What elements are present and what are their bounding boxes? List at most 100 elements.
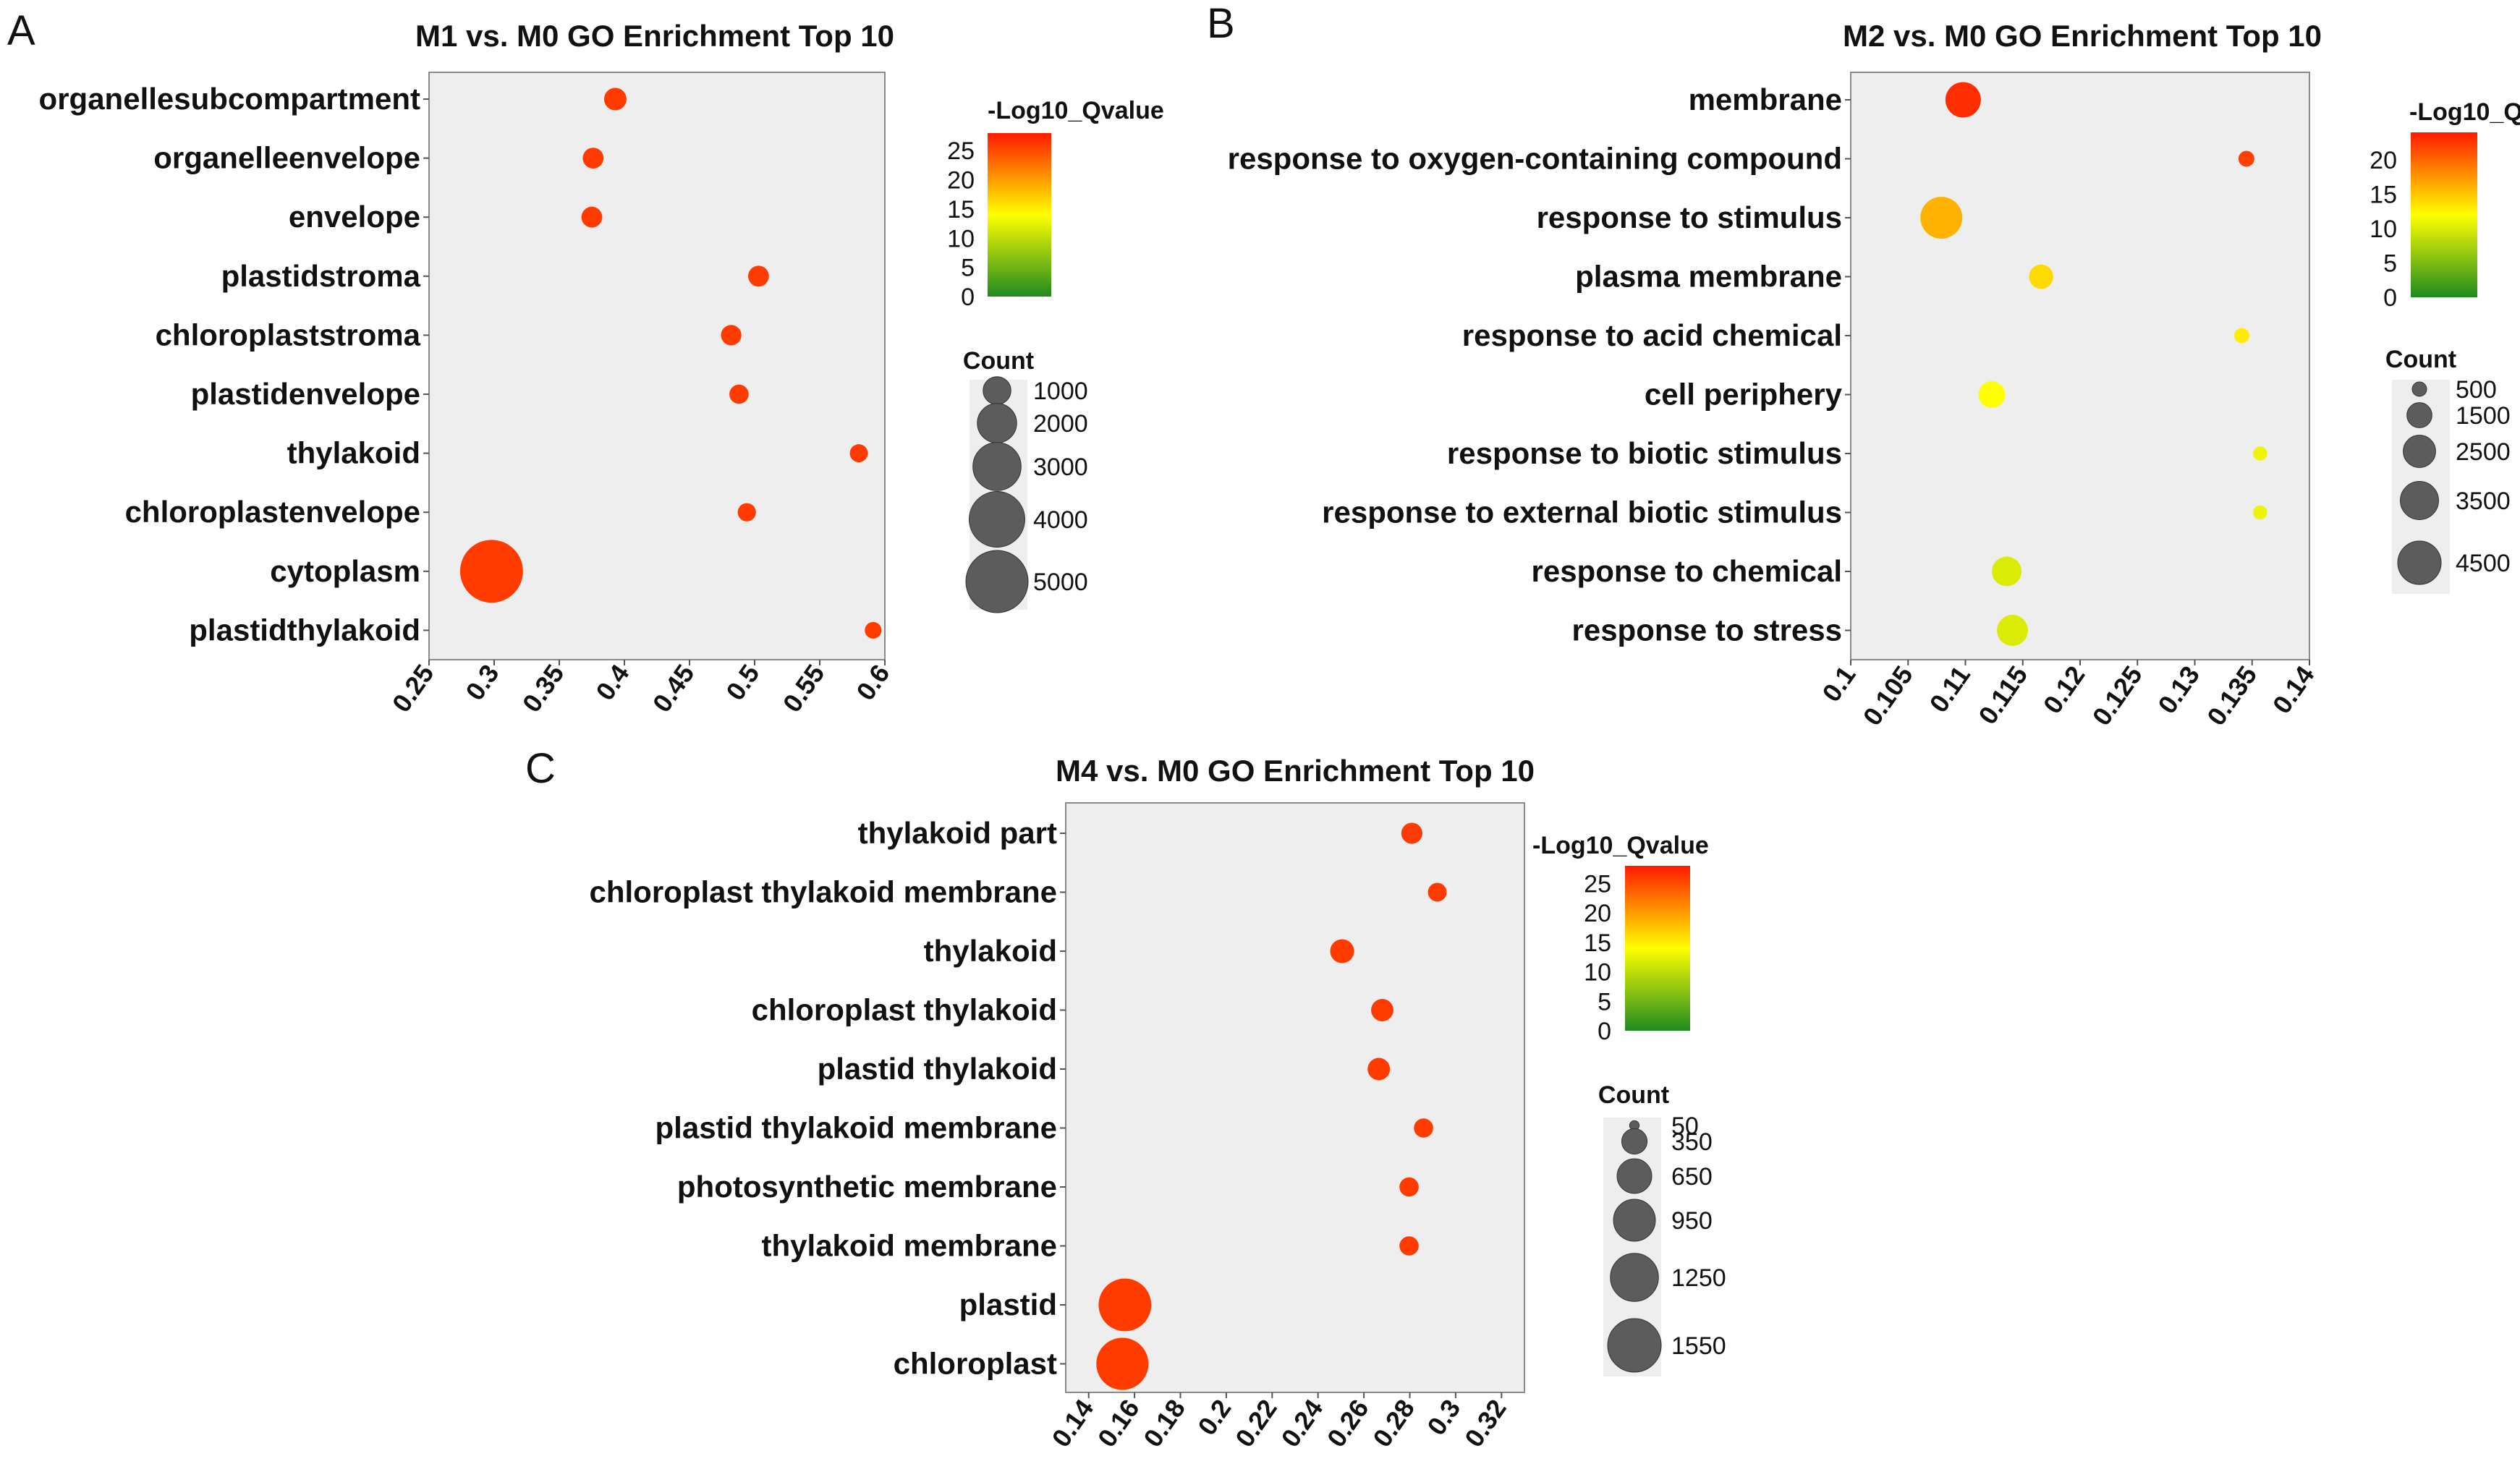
data-point <box>1920 197 1963 239</box>
x-tick-label: 0.13 <box>2152 660 2205 719</box>
size-legend-label: 500 <box>2456 376 2497 404</box>
x-tick-label: 0.1 <box>1816 660 1861 707</box>
size-legend-point <box>969 491 1025 548</box>
data-point <box>1330 939 1354 963</box>
data-point <box>2253 505 2267 520</box>
category-label: plastid thylakoid membrane <box>656 1111 1057 1145</box>
category-label: plastidstroma <box>221 259 421 293</box>
x-tick-label: 0.55 <box>777 659 831 718</box>
data-point <box>1399 1236 1419 1256</box>
category-label: cytoplasm <box>270 554 420 588</box>
color-legend-tick: 15 <box>947 196 975 224</box>
data-point <box>1371 999 1393 1021</box>
data-point <box>748 265 769 287</box>
data-point <box>1978 381 2006 408</box>
size-legend-label: 50 <box>1671 1112 1699 1140</box>
data-point <box>849 444 868 463</box>
size-legend-point <box>2406 402 2432 428</box>
color-legend-title: -Log10_Qvalue <box>988 97 1164 124</box>
x-tick-label: 0.6 <box>850 659 895 706</box>
size-legend-label: 3000 <box>1033 454 1088 481</box>
data-point <box>737 503 756 522</box>
color-legend-tick: 20 <box>2370 147 2397 174</box>
x-tick-label: 0.4 <box>590 659 635 706</box>
category-label: plastid thylakoid <box>818 1052 1057 1086</box>
panel-a: A M1 vs. M0 GO Enrichment Top 10 organelle… <box>7 7 1164 718</box>
data-point <box>2238 150 2254 167</box>
category-label: chloroplast thylakoid membrane <box>590 875 1058 909</box>
category-label: plastid <box>959 1288 1057 1322</box>
size-legend-point <box>1613 1199 1656 1242</box>
data-point <box>1096 1337 1149 1390</box>
x-tick-label: 0.45 <box>647 659 700 718</box>
x-tick-label: 0.105 <box>1857 660 1919 731</box>
panel-c: C M4 vs. M0 GO Enrichment Top 10 thylakoid… <box>525 745 1726 1452</box>
category-label: cell periphery <box>1645 378 1843 412</box>
size-legend-label: 4500 <box>2456 550 2511 577</box>
category-label: response to chemical <box>1532 554 1843 588</box>
x-tick-label: 0.32 <box>1459 1394 1512 1452</box>
chart-title: M2 vs. M0 GO Enrichment Top 10 <box>1843 19 2322 53</box>
category-label: plasma membrane <box>1575 260 1842 294</box>
x-tick-label: 0.18 <box>1137 1394 1191 1452</box>
size-legend-title: Count <box>1598 1081 1669 1109</box>
color-legend-tick: 25 <box>1584 870 1611 898</box>
x-tick-label: 0.25 <box>386 659 440 718</box>
category-label: plastidenvelope <box>191 377 420 411</box>
category-label: chloroplaststroma <box>156 318 421 352</box>
x-tick-label: 0.3 <box>459 659 504 706</box>
panel-letter: C <box>525 745 556 792</box>
panel-letter: B <box>1207 0 1235 47</box>
x-tick-label: 0.22 <box>1229 1394 1283 1452</box>
category-label: organellesubcompartment <box>39 82 420 116</box>
size-legend-label: 2500 <box>2456 438 2511 466</box>
size-legend-label: 2000 <box>1033 410 1088 438</box>
data-point <box>603 88 627 111</box>
size-legend-title: Count <box>963 347 1034 375</box>
category-label: thylakoid <box>924 934 1057 968</box>
color-legend-tick: 15 <box>2370 182 2397 209</box>
color-legend-title: -Log10_Qvalue <box>1532 832 1709 859</box>
color-legend-title: -Log10_Qvalue <box>2409 98 2520 126</box>
category-label: organelleenvelope <box>153 141 420 175</box>
data-point <box>1367 1057 1391 1081</box>
data-point <box>729 384 749 404</box>
x-tick-label: 0.14 <box>2267 660 2320 719</box>
category-label: envelope <box>289 200 420 234</box>
color-legend-tick: 0 <box>961 284 975 311</box>
data-point <box>1401 822 1422 844</box>
size-legend-point <box>1610 1253 1659 1302</box>
size-legend-label: 350 <box>1671 1128 1713 1156</box>
data-point <box>1098 1278 1152 1332</box>
category-label: response to acid chemical <box>1462 318 1842 352</box>
size-legend-point <box>972 442 1022 491</box>
size-legend-label: 950 <box>1671 1207 1713 1235</box>
color-legend-tick: 0 <box>2383 284 2397 312</box>
x-tick-label: 0.11 <box>1923 660 1976 718</box>
size-legend-point <box>1616 1158 1653 1194</box>
size-legend-label: 1250 <box>1671 1264 1726 1292</box>
category-label: response to stimulus <box>1537 200 1842 234</box>
category-label: membrane <box>1689 82 1842 116</box>
data-point <box>1992 556 2022 587</box>
x-tick-label: 0.14 <box>1045 1394 1099 1452</box>
category-label: thylakoid membrane <box>762 1229 1057 1263</box>
category-label: chloroplastenvelope <box>125 495 420 529</box>
size-legend-label: 1550 <box>1671 1332 1726 1360</box>
category-label: chloroplast <box>894 1347 1057 1381</box>
size-legend-point <box>2411 381 2427 397</box>
size-legend-point <box>1607 1318 1662 1373</box>
x-tick-label: 0.5 <box>720 659 765 706</box>
x-tick-label: 0.115 <box>1972 660 2033 730</box>
size-legend-point <box>983 376 1011 405</box>
size-legend-point <box>965 550 1029 613</box>
x-tick-label: 0.12 <box>2037 660 2091 719</box>
data-point <box>459 540 523 603</box>
size-legend-point <box>2400 481 2439 520</box>
data-point <box>2253 446 2267 461</box>
chart-title: M1 vs. M0 GO Enrichment Top 10 <box>415 19 894 53</box>
color-bar <box>1625 866 1690 1031</box>
size-legend-point <box>2397 540 2442 585</box>
x-tick-label: 0.24 <box>1275 1394 1328 1452</box>
